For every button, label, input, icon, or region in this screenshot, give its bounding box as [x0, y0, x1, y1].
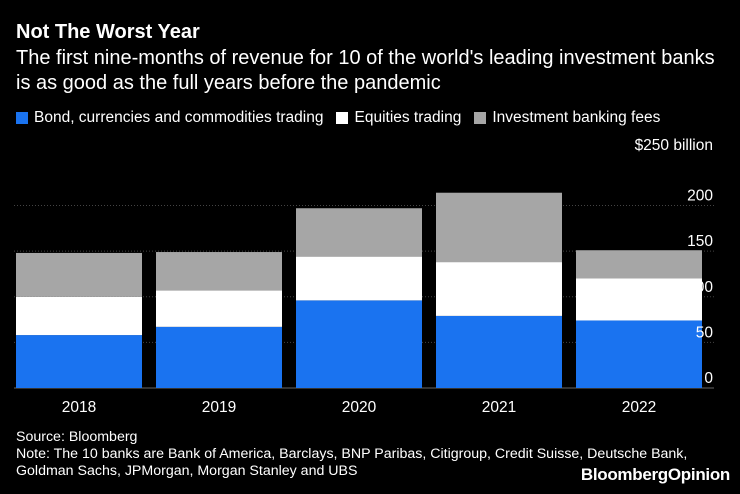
- bar-2018-series-2: [16, 252, 142, 297]
- legend-swatch-equities: [336, 112, 349, 124]
- bar-2022-series-1: [576, 278, 702, 321]
- legend-label-bond: Bond, currencies and commodities trading: [34, 109, 324, 126]
- x-tick-label-2022: 2022: [622, 399, 656, 416]
- chart-subtitle: The first nine-months of revenue for 10 …: [16, 47, 715, 94]
- legend-label-ib-fees: Investment banking fees: [492, 109, 661, 126]
- bar-2019-series-0: [156, 326, 282, 388]
- bar-2022-series-0: [576, 320, 702, 388]
- y-tick-label-50: 50: [696, 324, 714, 341]
- bar-layer: [16, 192, 702, 388]
- x-tick-label-2021: 2021: [482, 399, 516, 416]
- bloomberg-opinion-logo: BloombergOpinion: [580, 465, 730, 484]
- x-tick-label-2018: 2018: [62, 399, 96, 416]
- label-layer: 2018 2019 2020 2021 2022 0 50 100 150 200 $250 bil…: [62, 137, 714, 416]
- bar-2018-series-0: [16, 335, 142, 388]
- x-tick-label-2019: 2019: [202, 399, 236, 416]
- legend: Bond, currencies and commodities trading…: [16, 108, 673, 128]
- bar-2021-series-1: [436, 262, 562, 316]
- bar-2022-series-2: [576, 250, 702, 279]
- y-axis-unit-label: $250 billion: [635, 137, 713, 154]
- legend-item-equities: Equities trading: [336, 108, 461, 128]
- y-tick-label-0: 0: [704, 370, 713, 387]
- legend-swatch-bond: [16, 112, 28, 124]
- y-tick-label-150: 150: [687, 233, 713, 250]
- bar-2021-series-0: [436, 315, 562, 388]
- stacked-bar-chart: 2018 2019 2020 2021 2022 0 50 100 150 200 $250 bil…: [14, 137, 714, 416]
- y-tick-label-100: 100: [687, 279, 713, 296]
- legend-item-bond: Bond, currencies and commodities trading: [16, 108, 323, 128]
- bar-2020-series-2: [296, 208, 422, 257]
- bar-2020-series-1: [296, 256, 422, 301]
- legend-swatch-ib-fees: [474, 112, 487, 124]
- bar-2019-series-1: [156, 290, 282, 327]
- chart-title: Not The Worst Year: [16, 21, 200, 43]
- legend-label-equities: Equities trading: [354, 109, 462, 126]
- footer: Source: Bloomberg Note: The 10 banks are…: [16, 429, 740, 480]
- footnote: Note: The 10 banks are Bank of America, …: [16, 446, 688, 479]
- bar-2018-series-1: [16, 296, 142, 336]
- bar-2019-series-2: [156, 252, 282, 291]
- bar-2021-series-2: [436, 192, 562, 263]
- y-tick-label-200: 200: [687, 188, 713, 205]
- source-note: Source: Bloomberg: [16, 429, 138, 445]
- bar-2020-series-0: [296, 300, 422, 388]
- legend-item-ib-fees: Investment banking fees: [474, 108, 660, 128]
- x-tick-label-2020: 2020: [342, 399, 377, 416]
